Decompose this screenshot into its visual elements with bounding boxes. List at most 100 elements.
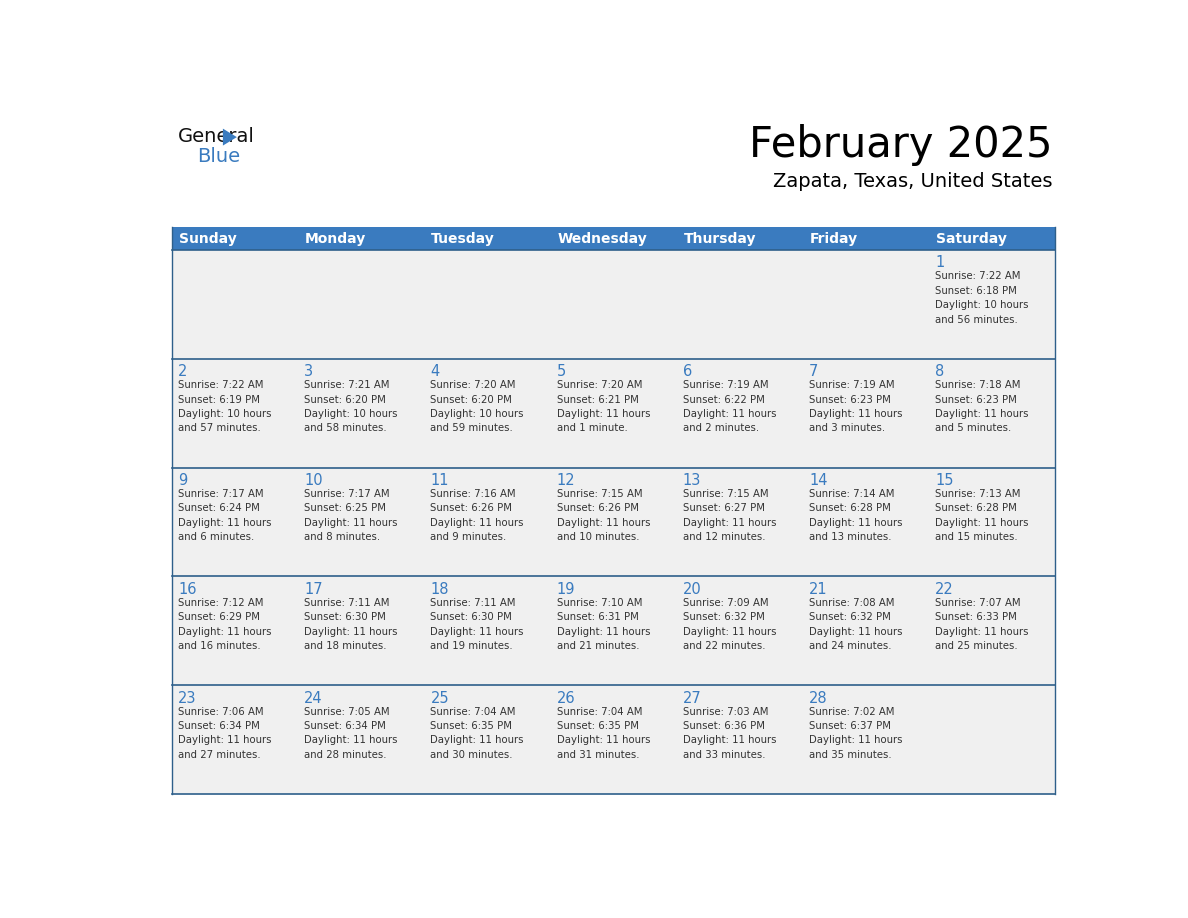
Text: Sunrise: 7:22 AM
Sunset: 6:19 PM
Daylight: 10 hours
and 57 minutes.: Sunrise: 7:22 AM Sunset: 6:19 PM Dayligh… — [178, 380, 271, 433]
Text: 1: 1 — [935, 255, 944, 270]
Polygon shape — [223, 129, 236, 146]
Text: Sunrise: 7:20 AM
Sunset: 6:20 PM
Daylight: 10 hours
and 59 minutes.: Sunrise: 7:20 AM Sunset: 6:20 PM Dayligh… — [430, 380, 524, 433]
Bar — [298, 685, 424, 794]
Bar — [803, 359, 929, 467]
Text: Sunrise: 7:17 AM
Sunset: 6:25 PM
Daylight: 11 hours
and 8 minutes.: Sunrise: 7:17 AM Sunset: 6:25 PM Dayligh… — [304, 489, 398, 543]
Text: Sunrise: 7:20 AM
Sunset: 6:21 PM
Daylight: 11 hours
and 1 minute.: Sunrise: 7:20 AM Sunset: 6:21 PM Dayligh… — [557, 380, 650, 433]
Text: 3: 3 — [304, 364, 314, 379]
Text: Sunrise: 7:16 AM
Sunset: 6:26 PM
Daylight: 11 hours
and 9 minutes.: Sunrise: 7:16 AM Sunset: 6:26 PM Dayligh… — [430, 489, 524, 543]
Text: 19: 19 — [557, 582, 575, 597]
Bar — [298, 467, 424, 577]
Bar — [929, 685, 1055, 794]
Text: February 2025: February 2025 — [748, 124, 1053, 166]
Bar — [803, 227, 929, 250]
Bar — [550, 685, 677, 794]
Text: Sunrise: 7:05 AM
Sunset: 6:34 PM
Daylight: 11 hours
and 28 minutes.: Sunrise: 7:05 AM Sunset: 6:34 PM Dayligh… — [304, 707, 398, 760]
Text: 2: 2 — [178, 364, 188, 379]
Text: 14: 14 — [809, 473, 828, 487]
Bar — [677, 359, 803, 467]
Bar — [550, 577, 677, 685]
Bar — [298, 577, 424, 685]
Text: 7: 7 — [809, 364, 819, 379]
Text: Thursday: Thursday — [683, 231, 756, 245]
Text: 5: 5 — [557, 364, 565, 379]
Text: 27: 27 — [683, 690, 702, 706]
Bar — [172, 250, 298, 359]
Bar — [929, 250, 1055, 359]
Text: 17: 17 — [304, 582, 323, 597]
Text: Sunrise: 7:06 AM
Sunset: 6:34 PM
Daylight: 11 hours
and 27 minutes.: Sunrise: 7:06 AM Sunset: 6:34 PM Dayligh… — [178, 707, 271, 760]
Bar — [424, 250, 550, 359]
Text: 11: 11 — [430, 473, 449, 487]
Text: Sunrise: 7:10 AM
Sunset: 6:31 PM
Daylight: 11 hours
and 21 minutes.: Sunrise: 7:10 AM Sunset: 6:31 PM Dayligh… — [557, 598, 650, 651]
Bar — [929, 467, 1055, 577]
Bar — [929, 577, 1055, 685]
Text: 28: 28 — [809, 690, 828, 706]
Text: 15: 15 — [935, 473, 954, 487]
Text: 8: 8 — [935, 364, 944, 379]
Bar — [298, 250, 424, 359]
Bar — [677, 250, 803, 359]
Bar — [172, 685, 298, 794]
Text: 16: 16 — [178, 582, 196, 597]
Text: Sunday: Sunday — [178, 231, 236, 245]
Text: 12: 12 — [557, 473, 575, 487]
Bar — [424, 227, 550, 250]
Text: 9: 9 — [178, 473, 188, 487]
Bar — [929, 227, 1055, 250]
Text: Sunrise: 7:04 AM
Sunset: 6:35 PM
Daylight: 11 hours
and 31 minutes.: Sunrise: 7:04 AM Sunset: 6:35 PM Dayligh… — [557, 707, 650, 760]
Text: Saturday: Saturday — [936, 231, 1007, 245]
Bar — [424, 467, 550, 577]
Text: Sunrise: 7:11 AM
Sunset: 6:30 PM
Daylight: 11 hours
and 19 minutes.: Sunrise: 7:11 AM Sunset: 6:30 PM Dayligh… — [430, 598, 524, 651]
Text: Sunrise: 7:21 AM
Sunset: 6:20 PM
Daylight: 10 hours
and 58 minutes.: Sunrise: 7:21 AM Sunset: 6:20 PM Dayligh… — [304, 380, 398, 433]
Bar — [172, 359, 298, 467]
Text: Sunrise: 7:11 AM
Sunset: 6:30 PM
Daylight: 11 hours
and 18 minutes.: Sunrise: 7:11 AM Sunset: 6:30 PM Dayligh… — [304, 598, 398, 651]
Bar — [929, 359, 1055, 467]
Text: Sunrise: 7:22 AM
Sunset: 6:18 PM
Daylight: 10 hours
and 56 minutes.: Sunrise: 7:22 AM Sunset: 6:18 PM Dayligh… — [935, 272, 1029, 325]
Text: Sunrise: 7:02 AM
Sunset: 6:37 PM
Daylight: 11 hours
and 35 minutes.: Sunrise: 7:02 AM Sunset: 6:37 PM Dayligh… — [809, 707, 903, 760]
Text: Blue: Blue — [197, 147, 240, 166]
Bar — [803, 685, 929, 794]
Text: Zapata, Texas, United States: Zapata, Texas, United States — [772, 172, 1053, 191]
Text: Wednesday: Wednesday — [557, 231, 647, 245]
Text: 10: 10 — [304, 473, 323, 487]
Bar — [298, 227, 424, 250]
Bar — [677, 227, 803, 250]
Text: Sunrise: 7:19 AM
Sunset: 6:23 PM
Daylight: 11 hours
and 3 minutes.: Sunrise: 7:19 AM Sunset: 6:23 PM Dayligh… — [809, 380, 903, 433]
Text: 4: 4 — [430, 364, 440, 379]
Text: 22: 22 — [935, 582, 954, 597]
Text: 25: 25 — [430, 690, 449, 706]
Text: 21: 21 — [809, 582, 828, 597]
Text: Sunrise: 7:13 AM
Sunset: 6:28 PM
Daylight: 11 hours
and 15 minutes.: Sunrise: 7:13 AM Sunset: 6:28 PM Dayligh… — [935, 489, 1029, 543]
Bar — [172, 467, 298, 577]
Bar — [803, 467, 929, 577]
Bar — [298, 359, 424, 467]
Text: 23: 23 — [178, 690, 196, 706]
Text: Tuesday: Tuesday — [431, 231, 495, 245]
Text: 24: 24 — [304, 690, 323, 706]
Text: Sunrise: 7:15 AM
Sunset: 6:27 PM
Daylight: 11 hours
and 12 minutes.: Sunrise: 7:15 AM Sunset: 6:27 PM Dayligh… — [683, 489, 776, 543]
Text: Sunrise: 7:08 AM
Sunset: 6:32 PM
Daylight: 11 hours
and 24 minutes.: Sunrise: 7:08 AM Sunset: 6:32 PM Dayligh… — [809, 598, 903, 651]
Text: Sunrise: 7:12 AM
Sunset: 6:29 PM
Daylight: 11 hours
and 16 minutes.: Sunrise: 7:12 AM Sunset: 6:29 PM Dayligh… — [178, 598, 271, 651]
Text: Sunrise: 7:04 AM
Sunset: 6:35 PM
Daylight: 11 hours
and 30 minutes.: Sunrise: 7:04 AM Sunset: 6:35 PM Dayligh… — [430, 707, 524, 760]
Text: Sunrise: 7:09 AM
Sunset: 6:32 PM
Daylight: 11 hours
and 22 minutes.: Sunrise: 7:09 AM Sunset: 6:32 PM Dayligh… — [683, 598, 776, 651]
Text: Sunrise: 7:19 AM
Sunset: 6:22 PM
Daylight: 11 hours
and 2 minutes.: Sunrise: 7:19 AM Sunset: 6:22 PM Dayligh… — [683, 380, 776, 433]
Text: Sunrise: 7:07 AM
Sunset: 6:33 PM
Daylight: 11 hours
and 25 minutes.: Sunrise: 7:07 AM Sunset: 6:33 PM Dayligh… — [935, 598, 1029, 651]
Text: Monday: Monday — [305, 231, 366, 245]
Bar — [172, 227, 298, 250]
Bar — [803, 577, 929, 685]
Bar — [424, 359, 550, 467]
Bar — [803, 250, 929, 359]
Bar — [424, 577, 550, 685]
Bar — [424, 685, 550, 794]
Bar — [550, 359, 677, 467]
Text: Sunrise: 7:18 AM
Sunset: 6:23 PM
Daylight: 11 hours
and 5 minutes.: Sunrise: 7:18 AM Sunset: 6:23 PM Dayligh… — [935, 380, 1029, 433]
Bar — [172, 577, 298, 685]
Bar — [550, 250, 677, 359]
Bar — [677, 685, 803, 794]
Text: Friday: Friday — [810, 231, 858, 245]
Text: Sunrise: 7:15 AM
Sunset: 6:26 PM
Daylight: 11 hours
and 10 minutes.: Sunrise: 7:15 AM Sunset: 6:26 PM Dayligh… — [557, 489, 650, 543]
Text: Sunrise: 7:17 AM
Sunset: 6:24 PM
Daylight: 11 hours
and 6 minutes.: Sunrise: 7:17 AM Sunset: 6:24 PM Dayligh… — [178, 489, 271, 543]
Text: Sunrise: 7:03 AM
Sunset: 6:36 PM
Daylight: 11 hours
and 33 minutes.: Sunrise: 7:03 AM Sunset: 6:36 PM Dayligh… — [683, 707, 776, 760]
Text: 20: 20 — [683, 582, 702, 597]
